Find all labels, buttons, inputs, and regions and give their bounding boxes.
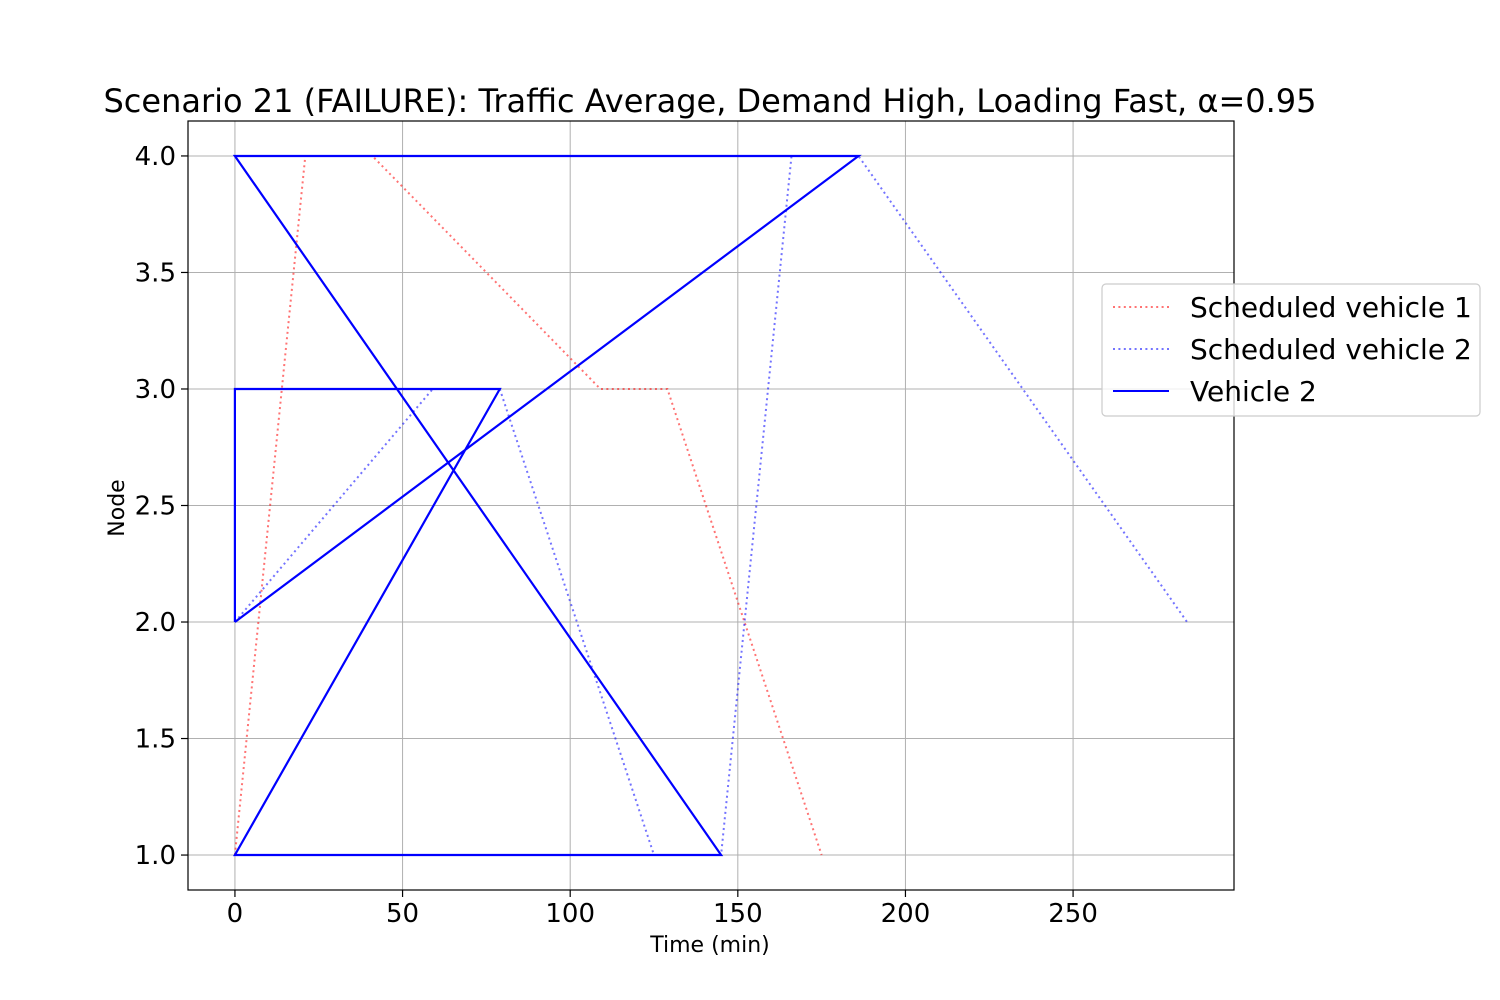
y-tick-label: 2.0 bbox=[135, 608, 176, 638]
y-tick-label: 1.0 bbox=[135, 841, 176, 871]
x-axis: 0 50 100 150 200 250 bbox=[227, 890, 1098, 929]
legend-label-2: Scheduled vehicle 2 bbox=[1190, 333, 1472, 366]
x-tick-label: 0 bbox=[227, 899, 244, 929]
x-tick-label: 100 bbox=[545, 899, 595, 929]
y-tick-label: 4.0 bbox=[135, 142, 176, 172]
x-tick-label: 250 bbox=[1048, 899, 1098, 929]
legend-box bbox=[1101, 283, 1481, 417]
x-axis-label: Time (min) bbox=[649, 933, 770, 958]
y-axis: 1.0 1.5 2.0 2.5 3.0 3.5 4.0 bbox=[135, 142, 188, 871]
legend-label-3: Vehicle 2 bbox=[1190, 375, 1317, 408]
legend: Scheduled vehicle 1 Scheduled vehicle 2 Ve… bbox=[1101, 283, 1481, 417]
y-tick-label: 3.5 bbox=[135, 258, 176, 288]
legend-label-1: Scheduled vehicle 1 bbox=[1190, 291, 1472, 324]
x-tick-label: 50 bbox=[386, 899, 419, 929]
x-tick-label: 150 bbox=[713, 899, 763, 929]
series-layer bbox=[232, 154, 1188, 857]
y-axis-label: Node bbox=[105, 479, 130, 536]
y-tick-label: 3.0 bbox=[135, 375, 176, 405]
chart-title: Scenario 21 (FAILURE): Traffic Average, … bbox=[103, 82, 1316, 120]
y-tick-label: 1.5 bbox=[135, 725, 176, 755]
series-line-3 bbox=[232, 154, 862, 857]
x-tick-label: 200 bbox=[881, 899, 931, 929]
y-tick-label: 2.5 bbox=[135, 492, 176, 522]
